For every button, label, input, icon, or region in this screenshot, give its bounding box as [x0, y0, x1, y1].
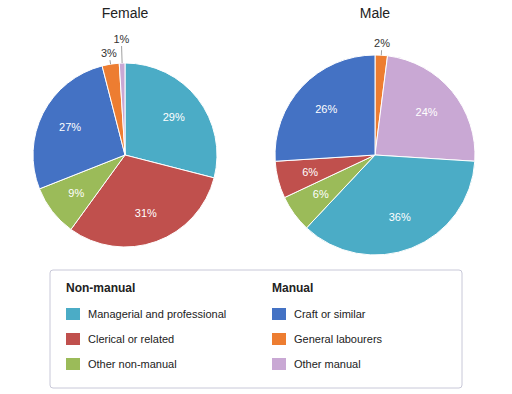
pie-slice: Craft or similar [275, 55, 375, 161]
data-label: 36% [389, 211, 411, 223]
chart-root: Managerial and professional Clerical or r… [0, 0, 512, 394]
leader-line [109, 60, 111, 64]
data-label: 29% [163, 111, 185, 123]
data-label: 1% [113, 33, 129, 45]
data-label: 2% [374, 37, 390, 49]
data-label: 9% [68, 187, 84, 199]
legend-entry: Other manual [294, 358, 361, 370]
legend: Non-manual Managerial and professional Cle… [50, 270, 462, 388]
leader-line [381, 50, 382, 55]
legend-entry: General labourers [294, 333, 383, 345]
chart-title: Female [102, 5, 149, 21]
data-label: 26% [315, 103, 337, 115]
data-label: 31% [135, 207, 157, 219]
chart-title: Male [360, 5, 391, 21]
data-label: 27% [59, 121, 81, 133]
pie-slice: General labourers [102, 63, 125, 155]
data-label: 6% [313, 188, 329, 200]
legend-swatch [66, 358, 80, 370]
legend-swatch [66, 333, 80, 345]
pie: General labourersOther manualManagerial … [275, 55, 475, 255]
legend-swatch [272, 358, 286, 370]
pie-slice: Other manual [119, 63, 125, 155]
legend-swatch [66, 308, 80, 320]
pie-slice: Other manual [375, 56, 475, 161]
legend-swatch [272, 308, 286, 320]
legend-group-header: Manual [272, 281, 313, 295]
data-labels: 2% 24% 36% 6% 6% 26% [302, 37, 438, 223]
legend-box [50, 270, 462, 388]
pie: Managerial and professionalClerical or r… [33, 63, 217, 247]
leader-line [121, 46, 123, 63]
legend-group-header: Non-manual [66, 281, 135, 295]
data-label: 3% [101, 47, 117, 59]
legend-entry: Clerical or related [88, 333, 174, 345]
legend-swatch [272, 333, 286, 345]
legend-entry: Craft or similar [294, 308, 366, 320]
data-label: 6% [302, 166, 318, 178]
legend-entry: Other non-manual [88, 358, 177, 370]
legend-entry: Managerial and professional [88, 308, 226, 320]
data-label: 24% [416, 106, 438, 118]
data-labels: 29% 31% 9% 27% 3% 1% [59, 33, 185, 219]
